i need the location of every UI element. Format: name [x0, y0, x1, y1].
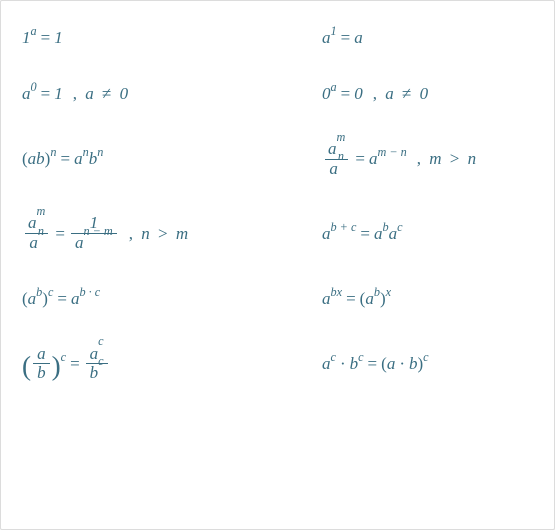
- condition: , a ≠ 0: [363, 84, 428, 104]
- equals: =: [37, 84, 55, 104]
- rhs: 1: [54, 84, 63, 104]
- fraction: am an: [322, 140, 351, 178]
- eq-1-pow-a: 1a = 1: [22, 28, 322, 48]
- fraction-rhs: ac bc: [84, 345, 110, 383]
- eq-power-of-power: ( ab )c = ab · c: [22, 289, 322, 309]
- eq-quotient-power-mgtn: am an = am − n , m > n: [322, 140, 533, 178]
- equals: =: [337, 28, 355, 48]
- row-3: am an = 1 an − m , n > m ab + c = abac: [22, 214, 533, 252]
- row-1: a0 = 1 , a ≠ 0 0a = 0 , a ≠ 0: [22, 84, 533, 104]
- base: 0: [322, 84, 331, 104]
- rhs: 0: [354, 84, 363, 104]
- fraction-lhs: a b: [31, 345, 52, 383]
- condition: , n > m: [119, 224, 188, 244]
- formula-sheet: 1a = 1 a1 = a a0 = 1 , a ≠ 0 0a = 0: [0, 0, 555, 530]
- equals: =: [337, 84, 355, 104]
- row-5: ( a b )c = ac bc ac · bc = ( a · b )c: [22, 345, 533, 383]
- eq-0-pow-a: 0a = 0 , a ≠ 0: [322, 84, 533, 104]
- row-4: ( ab )c = ab · c abx = ( ab )x: [22, 289, 533, 309]
- rhs: 1: [54, 28, 63, 48]
- eq-quotient-power-ngtm: am an = 1 an − m , n > m: [22, 214, 322, 252]
- eq-a-pow-0: a0 = 1 , a ≠ 0: [22, 84, 322, 104]
- base: a: [322, 28, 331, 48]
- base: 1: [22, 28, 31, 48]
- condition: , a ≠ 0: [63, 84, 128, 104]
- row-2: ( ab )n = anbn am an = am − n , m > n: [22, 140, 533, 178]
- eq-power-bx: abx = ( ab )x: [322, 289, 533, 309]
- rhs: a: [354, 28, 363, 48]
- eq-a-pow-1: a1 = a: [322, 28, 533, 48]
- condition: , m > n: [407, 149, 476, 169]
- eq-sum-exponents: ab + c = abac: [322, 214, 533, 252]
- fraction-lhs: am an: [22, 214, 51, 252]
- row-0: 1a = 1 a1 = a: [22, 28, 533, 48]
- equals: =: [37, 28, 55, 48]
- eq-product-power: ( ab )n = anbn: [22, 140, 322, 178]
- eq-quotient-to-power: ( a b )c = ac bc: [22, 345, 322, 383]
- fraction-rhs: 1 an − m: [69, 214, 119, 252]
- eq-product-same-exp: ac · bc = ( a · b )c: [322, 345, 533, 383]
- base: a: [22, 84, 31, 104]
